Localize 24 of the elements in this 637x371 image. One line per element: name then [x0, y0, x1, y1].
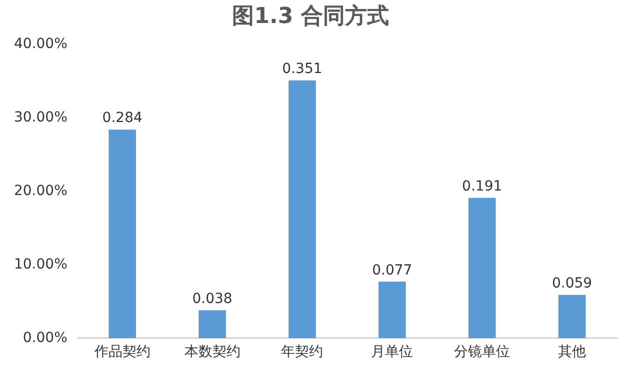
bar — [468, 198, 496, 338]
x-tick-label: 年契约 — [281, 344, 324, 360]
data-label: 0.077 — [372, 262, 412, 278]
data-label: 0.038 — [192, 290, 232, 307]
data-label: 0.284 — [102, 110, 142, 126]
x-tick-label: 其他 — [558, 344, 586, 360]
x-tick-label: 分镜单位 — [454, 344, 510, 360]
data-label: 0.059 — [552, 276, 592, 292]
data-label: 0.351 — [282, 61, 322, 78]
y-tick-label: 30.00% — [14, 109, 68, 126]
x-tick-label: 本数契约 — [184, 344, 240, 360]
y-tick-label: 40.00% — [14, 36, 68, 52]
y-tick-label: 10.00% — [14, 256, 68, 272]
bar — [288, 80, 316, 338]
y-tick-label: 0.00% — [22, 330, 68, 346]
bar — [198, 310, 226, 338]
x-tick-label: 月单位 — [371, 344, 414, 360]
bar — [108, 130, 136, 338]
chart-title: 图1.3 合同方式 — [232, 2, 389, 29]
data-label: 0.191 — [462, 178, 502, 195]
x-tick-label: 作品契约 — [93, 344, 150, 360]
y-tick-label: 20.00% — [14, 182, 68, 199]
bar — [558, 294, 586, 338]
bar — [378, 282, 406, 338]
